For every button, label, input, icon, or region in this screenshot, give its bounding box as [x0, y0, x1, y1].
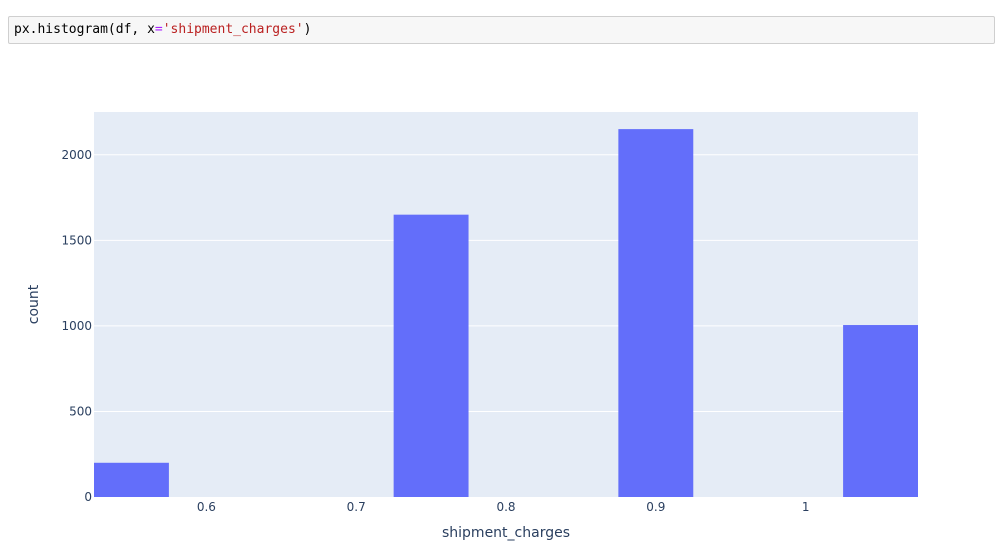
x-tick-label: 0.7 — [347, 500, 366, 514]
code-separator: , — [131, 22, 148, 37]
x-axis-title: shipment_charges — [442, 525, 570, 541]
y-tick-label: 0 — [84, 490, 92, 504]
histogram-bars — [94, 129, 918, 497]
histogram-bar[interactable] — [618, 129, 694, 497]
code-string-literal: 'shipment_charges' — [162, 22, 304, 37]
y-tick-label: 1000 — [61, 319, 92, 333]
x-axis-ticks: 0.6 0.7 0.8 0.9 1 — [197, 500, 810, 514]
histogram-bar[interactable] — [843, 325, 918, 497]
x-tick-label: 0.9 — [646, 500, 665, 514]
x-tick-label: 0.8 — [496, 500, 515, 514]
code-open-paren: ( — [107, 22, 116, 37]
histogram-bar[interactable] — [94, 462, 169, 497]
plot-area — [94, 112, 918, 497]
x-tick-label: 1 — [802, 500, 810, 514]
code-equals: = — [154, 22, 163, 37]
y-axis-title: count — [26, 284, 42, 324]
code-line: px.histogram(df, x='shipment_charges') — [14, 22, 311, 38]
x-tick-label: 0.6 — [197, 500, 216, 514]
y-tick-label: 1500 — [61, 233, 92, 247]
code-arg-df: df — [115, 22, 132, 37]
gridlines — [94, 154, 918, 412]
code-close-paren: ) — [303, 22, 312, 37]
histogram-bar[interactable] — [393, 214, 469, 497]
y-tick-label: 2000 — [61, 148, 92, 162]
y-axis-ticks: 0 500 1000 1500 2000 — [61, 148, 92, 504]
y-tick-label: 500 — [69, 404, 92, 418]
code-keyword-x: x — [147, 22, 155, 37]
code-function-name: px.histogram — [14, 22, 108, 37]
code-cell[interactable]: px.histogram(df, x='shipment_charges') — [8, 16, 995, 44]
